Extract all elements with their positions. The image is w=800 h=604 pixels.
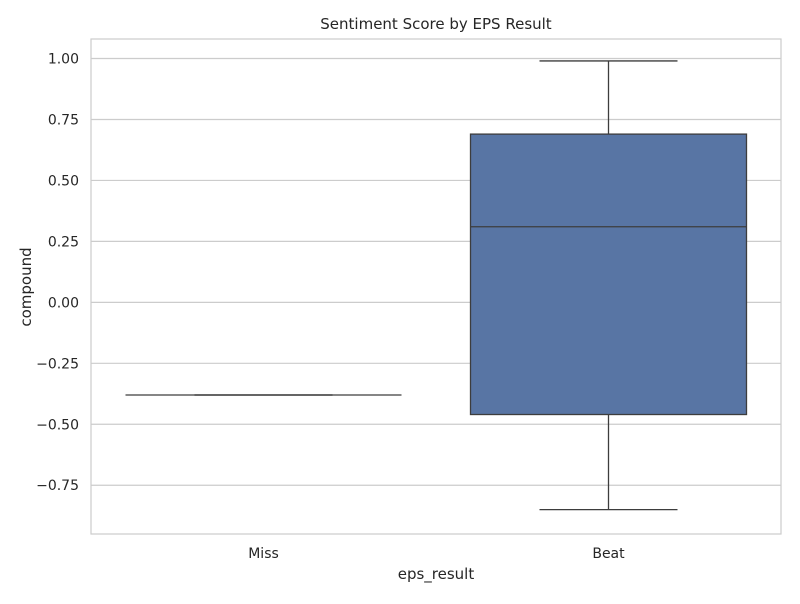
x-tick-labels: Miss Beat (248, 546, 625, 562)
y-tick-label: −0.50 (36, 417, 79, 433)
y-tick-label: −0.25 (36, 356, 79, 372)
y-axis-label: compound (17, 247, 35, 326)
box-beat (469, 133, 748, 416)
x-tick-label: Beat (592, 546, 625, 562)
x-axis-label: eps_result (398, 565, 475, 584)
y-tick-labels: −0.75 −0.50 −0.25 0.00 0.25 0.50 0.75 1.00 (36, 52, 79, 495)
chart-title: Sentiment Score by EPS Result (320, 15, 552, 33)
grid-layer (91, 57, 781, 486)
y-tick-label: 0.00 (48, 295, 79, 311)
y-tick-label: 0.25 (48, 234, 79, 250)
y-tick-label: −0.75 (36, 478, 79, 494)
plot-frame (90, 38, 782, 535)
x-tick-label: Miss (248, 546, 279, 562)
y-tick-label: 0.75 (48, 112, 79, 128)
y-tick-label: 1.00 (48, 52, 79, 68)
marks-layer (125, 60, 748, 511)
y-tick-label: 0.50 (48, 173, 79, 189)
